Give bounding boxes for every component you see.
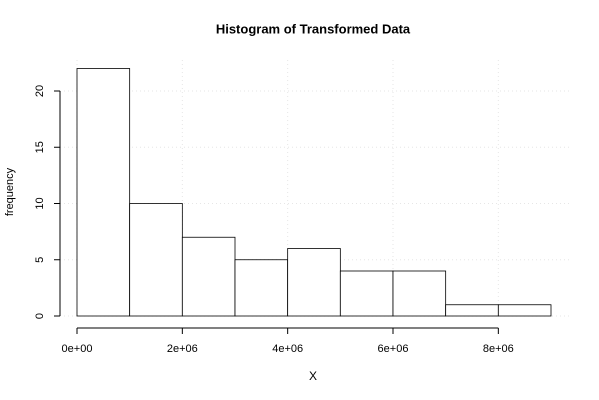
bar [392,270,447,317]
bar [287,248,341,317]
bar [497,304,552,317]
bar [339,270,394,317]
bar [445,304,499,317]
bar [181,236,236,317]
y-tick-label: 15 [34,141,46,153]
y-tick-label: 0 [34,313,46,319]
y-tick-label: 10 [34,197,46,209]
x-tick-label: 6e+06 [378,343,409,355]
bar [76,68,131,317]
x-tick-label: 0e+00 [62,343,93,355]
bar [129,203,183,317]
x-axis-label: X [309,369,317,383]
x-tick-label: 2e+06 [167,343,198,355]
bar [234,259,289,317]
y-tick-label: 20 [34,85,46,97]
y-tick-label: 5 [34,257,46,263]
chart-title: Histogram of Transformed Data [216,21,411,36]
x-tick-label: 4e+06 [272,343,303,355]
x-tick-label: 8e+06 [483,343,514,355]
y-axis-label: frequency [4,167,16,216]
